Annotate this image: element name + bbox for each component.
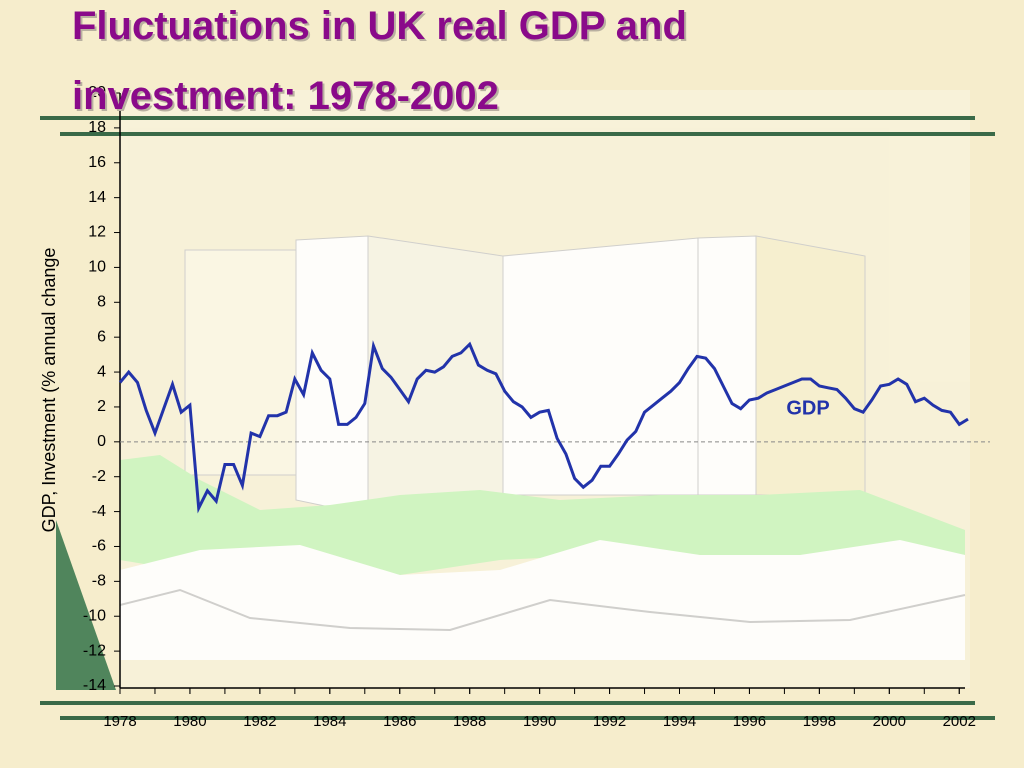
x-tick-label: 1994 (663, 713, 696, 730)
title-shadow: investment: 1978-2002 (74, 76, 501, 120)
x-tick-label: 1988 (453, 713, 486, 730)
x-tick-label: 1986 (383, 713, 416, 730)
y-tick-label: 18 (88, 119, 106, 136)
x-tick-label: 2000 (873, 713, 906, 730)
x-tick-label: 2002 (943, 713, 976, 730)
y-tick-label: 0 (97, 433, 106, 450)
x-tick-label: 1996 (733, 713, 766, 730)
chart-title: Fluctuations in UK real GDP and (72, 4, 687, 48)
y-tick-label: -14 (83, 677, 106, 694)
title-shadow: Fluctuations in UK real GDP and (74, 6, 689, 50)
annotation: GDP (786, 397, 829, 419)
plot: -14 -12 -10 -8 -6 -4 -2 0 2 4 6 8 10 12 14 16 18 20 1978 19… (83, 84, 990, 730)
y-tick-label: -4 (92, 503, 106, 520)
y-tick-label: 20 (88, 84, 106, 101)
x-tick-label: 1992 (593, 713, 626, 730)
x-tick-label: 1998 (803, 713, 836, 730)
y-tick-label: 2 (97, 398, 106, 415)
x-tick-label: 1984 (313, 713, 346, 730)
y-tick-label: 16 (88, 154, 106, 171)
y-tick-label: -2 (92, 468, 106, 485)
y-tick-label: 6 (97, 328, 106, 345)
x-tick-label: 1978 (103, 713, 136, 730)
y-tick-label: -6 (92, 538, 106, 555)
y-tick-label: -10 (83, 607, 106, 624)
y-axis-label: GDP, Investment (% annual change (39, 248, 59, 533)
x-tick-label: 1980 (173, 713, 206, 730)
x-tick-label: 1990 (523, 713, 556, 730)
x-tick-label: 1982 (243, 713, 276, 730)
y-tick-label: 12 (88, 224, 106, 241)
y-tick-label: -8 (92, 573, 106, 590)
series-line (118, 340, 969, 514)
y-tick-label: 10 (88, 259, 106, 276)
y-tick-label: 8 (97, 294, 106, 311)
y-tick-label: 14 (88, 189, 106, 206)
y-tick-label: -12 (83, 642, 106, 659)
y-tick-label: 4 (97, 363, 106, 380)
chart-title: investment: 1978-2002 (72, 74, 499, 118)
